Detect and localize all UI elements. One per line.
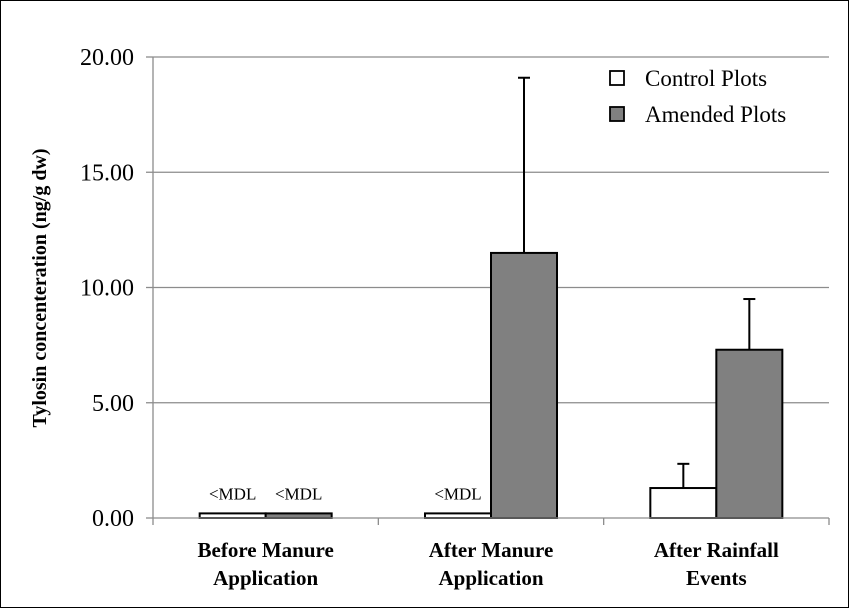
y-tick-label: 10.00 <box>80 276 134 302</box>
x-tick-label: After Manure Application <box>429 538 554 590</box>
y-tick-labels: 0.00 5.00 10.00 15.00 20.00 <box>80 45 134 532</box>
x-tick-label: Before Manure Application <box>198 538 334 590</box>
y-tick-label: 15.00 <box>80 160 134 186</box>
legend-label: Amended Plots <box>645 102 786 127</box>
y-tick-label: 20.00 <box>80 45 134 71</box>
y-axis-label: Tylosin concenteration (ng/g dw) <box>29 148 51 427</box>
x-tick-label: After Rainfall Events <box>654 538 779 590</box>
legend-label: Control Plots <box>645 66 767 91</box>
bar-annotations: <MDL <MDL <MDL <box>209 484 482 503</box>
legend: Control Plots Amended Plots <box>609 66 786 127</box>
bar-annotation: <MDL <box>209 484 256 503</box>
bars <box>198 76 784 520</box>
y-tick-label: 0.00 <box>92 506 134 532</box>
bar <box>715 348 784 519</box>
bar-annotation: <MDL <box>275 484 322 503</box>
bar-annotation: <MDL <box>434 484 481 503</box>
bar <box>490 251 558 520</box>
bar <box>649 487 718 520</box>
bar <box>424 512 492 520</box>
category-labels: Before Manure Application After Manure Appl… <box>198 538 779 590</box>
bar <box>264 512 333 520</box>
legend-swatch <box>609 70 625 86</box>
legend-swatch <box>609 106 625 122</box>
bar <box>198 512 267 520</box>
y-tick-label: 5.00 <box>92 391 134 417</box>
axes <box>152 57 830 525</box>
